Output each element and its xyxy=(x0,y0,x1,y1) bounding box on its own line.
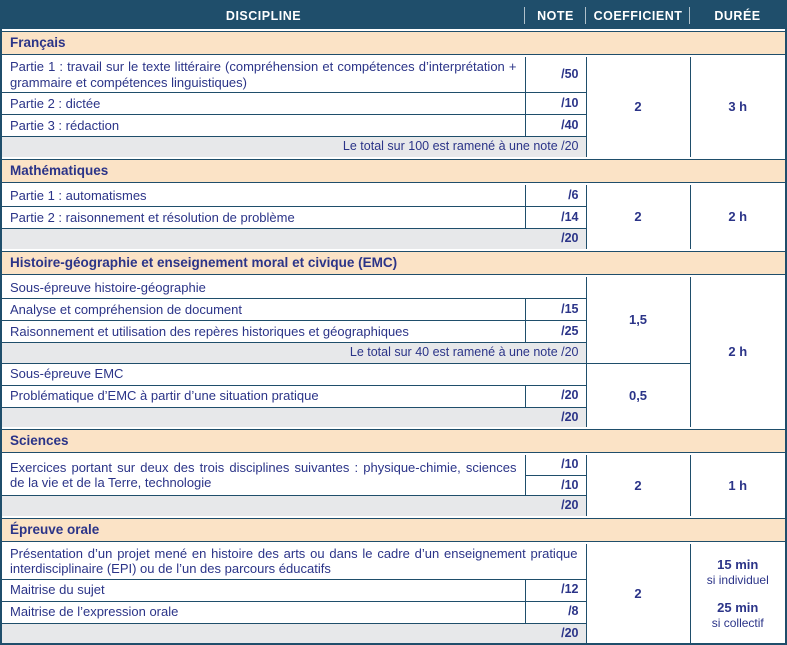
table-row: Le total sur 100 est ramené à une note /… xyxy=(1,136,785,157)
table-row: Le total sur 40 est ramené à une note /2… xyxy=(1,342,785,364)
table-row: Présentation d’un projet mené en histoir… xyxy=(1,543,786,644)
note-cell: /15 xyxy=(524,298,587,321)
note-cell: /14 xyxy=(524,206,587,229)
note-cell: /8 xyxy=(524,600,587,624)
coefficient-cell: 2 xyxy=(585,543,691,644)
coefficient-cell: 2 xyxy=(585,184,691,249)
total-row-cell: /20 xyxy=(1,228,587,249)
note-cell: /40 xyxy=(524,114,587,137)
table-row: Maitrise de l’expression orale /8 xyxy=(1,600,785,624)
duree-bold-line: 25 min xyxy=(717,600,759,616)
section-title-francais: Français xyxy=(2,31,785,55)
section-block-histoire-geo-emc: Sous-épreuve histoire-géographie 1,5 2 h… xyxy=(1,276,786,428)
duree-sub-line: si individuel xyxy=(706,573,769,588)
coefficient-cell: 2 xyxy=(585,454,691,516)
header-coefficient: COEFFICIENT xyxy=(585,2,690,29)
duree-sub-line: si collectif xyxy=(711,616,764,631)
note-cell: /50 xyxy=(524,56,587,93)
subsection-header-cell: Sous-épreuve EMC xyxy=(1,362,587,386)
header-discipline: DISCIPLINE xyxy=(225,8,302,23)
note-cell: /20 xyxy=(524,384,587,408)
discipline-cell: Partie 3 : rédaction xyxy=(1,114,526,137)
table-row: Analyse et compréhension de document /15 xyxy=(1,298,785,321)
discipline-cell: Problématique d’EMC à partir d’une situa… xyxy=(1,384,526,408)
table-row: /20 xyxy=(1,406,785,428)
table-row: Sous-épreuve histoire-géographie 1,5 2 h xyxy=(1,276,786,428)
coefficient-cell: 1,5 xyxy=(585,276,691,364)
duree-cell: 2 h xyxy=(689,184,786,249)
discipline-cell: Analyse et compréhension de document xyxy=(1,298,526,321)
note-cell: /6 xyxy=(524,184,587,207)
duree-cell: 1 h xyxy=(689,454,786,516)
discipline-cell: Partie 2 : dictée xyxy=(1,92,526,115)
note-cell: /10 xyxy=(524,454,587,476)
discipline-cell: Raisonnement et utilisation des repères … xyxy=(1,320,526,343)
subsection-header-cell: Sous-épreuve histoire-géographie xyxy=(1,276,587,299)
duree-cell: 3 h xyxy=(689,56,786,157)
duree-cell: 2 h xyxy=(689,276,786,428)
table-row: Problématique d’EMC à partir d’une situa… xyxy=(1,384,785,408)
discipline-cell: Présentation d’un projet mené en histoir… xyxy=(1,543,587,580)
header-duree: DURÉE xyxy=(689,2,785,29)
section-title-mathematiques: Mathématiques xyxy=(2,158,785,183)
section-title-histoire-geo-emc: Histoire-géographie et enseignement mora… xyxy=(2,250,785,275)
discipline-cell: Partie 1 : travail sur le texte littérai… xyxy=(1,56,526,93)
note-cell: /12 xyxy=(524,578,587,602)
table-row: Raisonnement et utilisation des repères … xyxy=(1,320,785,343)
note-cell: /10 xyxy=(524,92,587,115)
discipline-cell: Partie 2 : raisonnement et résolution de… xyxy=(1,206,526,229)
section-block-sciences: Exercices portant sur deux des trois dis… xyxy=(1,454,786,516)
table-row: Partie 1 : travail sur le texte littérai… xyxy=(1,56,786,157)
coefficient-cell: 2 xyxy=(585,56,691,157)
duree-cell: 15 min si individuel 25 min si collectif xyxy=(689,543,786,644)
discipline-cell: Maitrise du sujet xyxy=(1,578,526,602)
note-cell: /10 xyxy=(524,474,587,496)
discipline-cell: Exercices portant sur deux des trois dis… xyxy=(1,454,526,496)
table-header: DISCIPLINE NOTE COEFFICIENT DURÉE xyxy=(2,2,785,29)
section-block-francais: Partie 1 : travail sur le texte littérai… xyxy=(1,56,786,157)
total-row-cell: /20 xyxy=(1,622,587,644)
discipline-cell: Partie 1 : automatismes xyxy=(1,184,526,207)
section-title-epreuve-orale: Épreuve orale xyxy=(2,517,785,542)
note-cell: /25 xyxy=(524,320,587,343)
section-block-epreuve-orale: Présentation d’un projet mené en histoir… xyxy=(1,543,786,644)
discipline-cell: Maitrise de l’expression orale xyxy=(1,600,526,624)
section-title-sciences: Sciences xyxy=(2,429,785,453)
total-row-cell: Le total sur 100 est ramené à une note /… xyxy=(1,136,587,157)
table-row: /20 xyxy=(1,228,785,249)
total-row-cell: Le total sur 40 est ramené à une note /2… xyxy=(1,342,587,364)
table-row: /20 xyxy=(1,495,785,516)
section-block-mathematiques: Partie 1 : automatismes /6 2 2 h Partie … xyxy=(1,184,786,249)
coefficient-cell: 0,5 xyxy=(585,362,691,428)
table-row: Sous-épreuve EMC 0,5 xyxy=(1,362,785,428)
total-row-cell: /20 xyxy=(1,495,587,516)
table-row: Exercices portant sur deux des trois dis… xyxy=(1,454,786,516)
duree-bold-line: 15 min xyxy=(717,557,759,573)
total-row-cell: /20 xyxy=(1,406,587,428)
table-row: Partie 1 : automatismes /6 2 2 h xyxy=(1,184,786,249)
header-note: NOTE xyxy=(524,2,586,29)
duree-spacer xyxy=(699,587,777,599)
